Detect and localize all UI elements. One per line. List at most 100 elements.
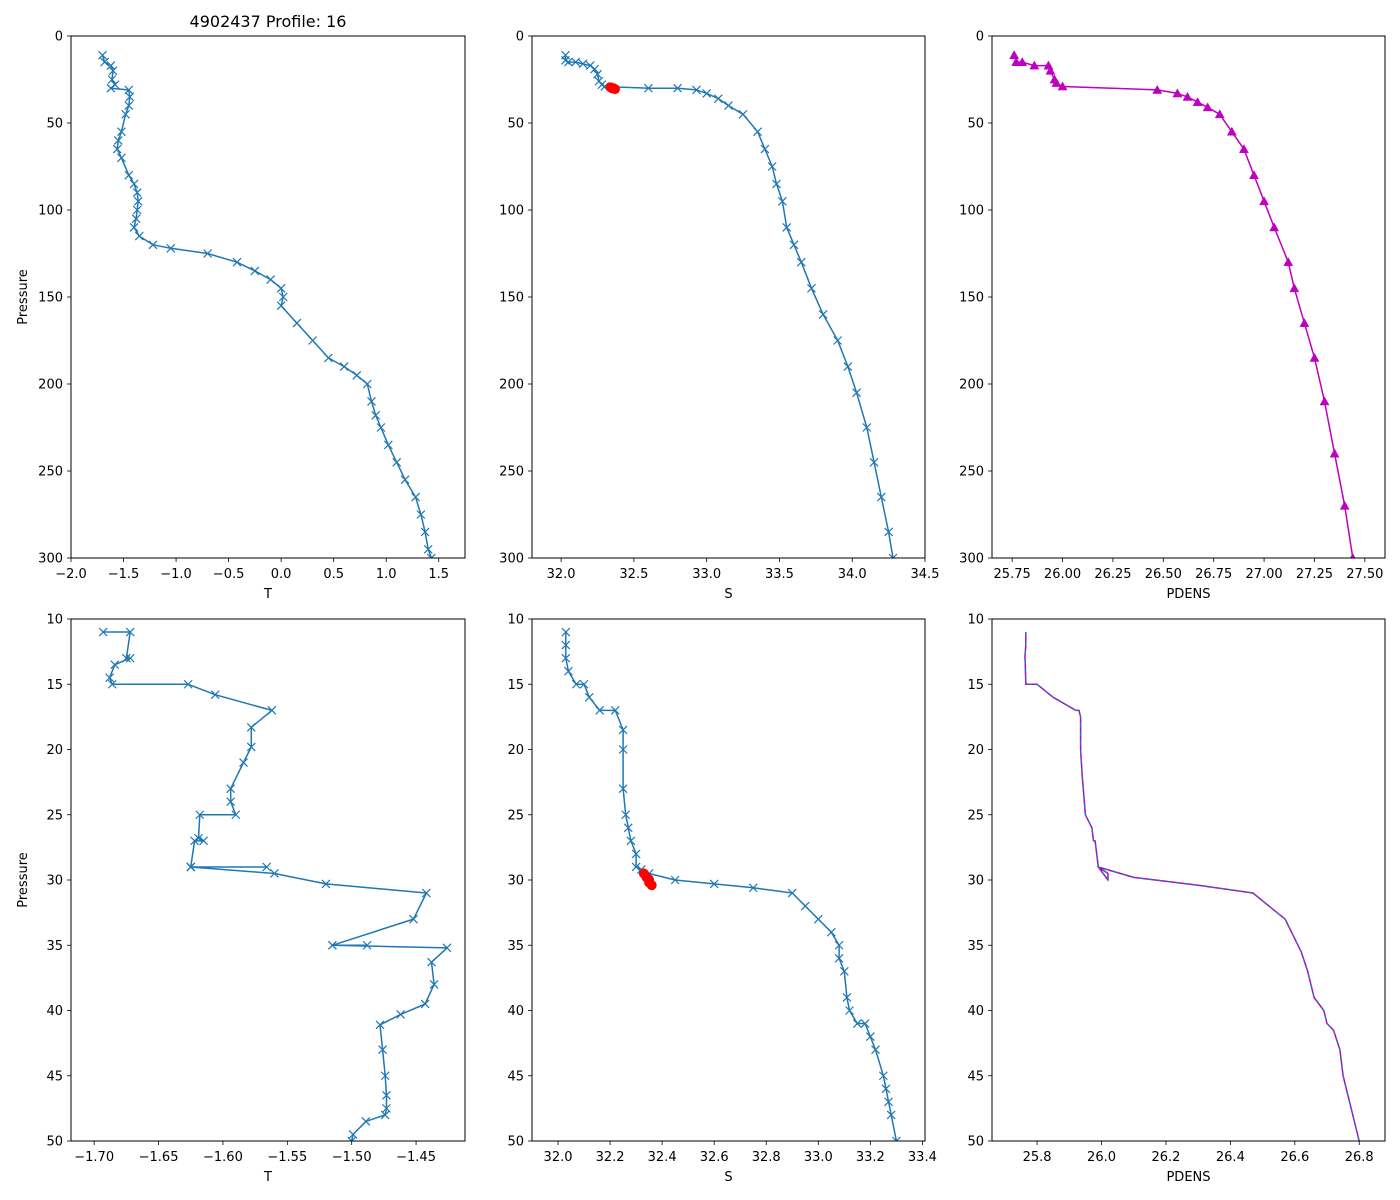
- data-point: [563, 57, 573, 67]
- data-point: [409, 914, 418, 924]
- x-tick-label: 26.75: [1195, 567, 1232, 582]
- data-point: [392, 457, 402, 467]
- x-axis-label: PDENS: [1166, 1170, 1210, 1185]
- data-point: [148, 240, 158, 250]
- data-point: [194, 833, 203, 843]
- data-point: [125, 92, 135, 102]
- data-point: [246, 722, 256, 732]
- data-point: [239, 758, 248, 767]
- data-point: [362, 940, 372, 950]
- data-point: [124, 85, 134, 95]
- data-point: [270, 869, 279, 878]
- x-tick-label: 27.00: [1245, 567, 1282, 582]
- data-point: [644, 83, 653, 93]
- data-point: [420, 527, 430, 537]
- x-tick-label: 32.6: [700, 1150, 729, 1165]
- data-point: [800, 901, 810, 911]
- data-point: [108, 66, 118, 76]
- data-point: [618, 725, 628, 735]
- data-point: [1182, 91, 1193, 101]
- data-point: [834, 953, 844, 963]
- data-point: [361, 1117, 371, 1126]
- data-point: [787, 888, 797, 898]
- y-tick-label: 300: [38, 552, 63, 567]
- x-axis-label: S: [724, 1170, 732, 1185]
- data-point: [796, 257, 806, 267]
- data-point: [1309, 352, 1320, 362]
- chart-bottom-right: 25.8 26.0 26.2 26.4 26.6 26.8 10 15 20 25 30 35 40 45…: [967, 613, 1386, 1185]
- data-point: [105, 673, 115, 683]
- data-point: [1009, 50, 1020, 59]
- x-tick-label: 26.8: [1345, 1150, 1374, 1165]
- axes-frame: [991, 35, 1386, 559]
- data-point: [112, 144, 122, 154]
- data-point: [427, 957, 436, 967]
- data-point: [323, 353, 333, 363]
- data-point: [826, 927, 836, 937]
- data-point: [129, 179, 139, 189]
- x-tick-label: 27.25: [1296, 567, 1333, 582]
- series-line-overlay: [1024, 632, 1360, 1141]
- axes-frame: [531, 35, 926, 559]
- data-point: [884, 1097, 893, 1107]
- data-point: [777, 196, 787, 206]
- y-tick-label: 0: [55, 30, 63, 45]
- highlight-point: [646, 880, 657, 891]
- y-tick-label: 20: [967, 743, 984, 758]
- data-point: [267, 705, 277, 715]
- axes-frame: [70, 35, 466, 559]
- data-point: [262, 862, 272, 872]
- data-point: [421, 888, 431, 898]
- data-point: [884, 527, 894, 537]
- figure-title: 4902437 Profile: 16: [190, 12, 347, 31]
- data-point: [246, 742, 256, 752]
- y-tick-label: 250: [959, 465, 984, 480]
- y-tick-label: 0: [516, 30, 524, 45]
- data-point: [852, 388, 862, 398]
- data-point: [564, 666, 573, 676]
- x-tick-label: 26.25: [1094, 567, 1131, 582]
- chart-top-middle: 32.0 32.5 33.0 33.5 34.0 34.5 0 50 100 150 200 250 3…: [499, 30, 939, 603]
- y-tick-label: 50: [46, 117, 63, 132]
- x-tick-label: 26.00: [1044, 567, 1081, 582]
- chart-bottom-left: −1.70 −1.65 −1.60 −1.55 −1.50 −1.45 10 15 20 25 30…: [16, 613, 466, 1185]
- x-tick-label: 26.4: [1216, 1150, 1245, 1165]
- data-point: [125, 653, 135, 663]
- data-point: [117, 153, 126, 163]
- y-tick-label: 10: [507, 613, 524, 628]
- data-point: [673, 83, 682, 93]
- data-point: [833, 336, 843, 345]
- x-tick-label: −1.65: [139, 1150, 179, 1165]
- data-point: [760, 144, 770, 154]
- x-tick-label: −1.55: [267, 1150, 307, 1165]
- data-point: [585, 61, 595, 71]
- data-point: [210, 690, 220, 700]
- data-point: [610, 705, 620, 715]
- data-point: [231, 810, 241, 820]
- data-point: [382, 1090, 391, 1100]
- data-point: [834, 940, 844, 950]
- y-tick-label: 45: [967, 1069, 984, 1084]
- x-tick-label: 1.5: [428, 567, 449, 582]
- data-point: [278, 292, 288, 302]
- data-point: [593, 69, 602, 79]
- data-point: [98, 50, 107, 60]
- y-axis-label: Pressure: [16, 269, 31, 325]
- y-tick-label: 50: [967, 117, 984, 132]
- data-point: [713, 94, 723, 104]
- x-tick-label: −1.60: [203, 1150, 243, 1165]
- data-point: [1249, 170, 1259, 180]
- data-point: [362, 379, 372, 389]
- y-tick-label: 10: [46, 613, 63, 628]
- data-point: [1299, 318, 1310, 327]
- data-point: [878, 1071, 888, 1081]
- data-point: [1226, 126, 1237, 136]
- x-tick-label: 32.0: [547, 567, 576, 582]
- y-tick-label: 10: [967, 613, 984, 628]
- data-point: [132, 188, 142, 198]
- x-tick-label: 32.4: [648, 1150, 677, 1165]
- data-point: [1259, 196, 1270, 206]
- x-tick-label: 27.50: [1346, 567, 1383, 582]
- data-point: [266, 275, 276, 285]
